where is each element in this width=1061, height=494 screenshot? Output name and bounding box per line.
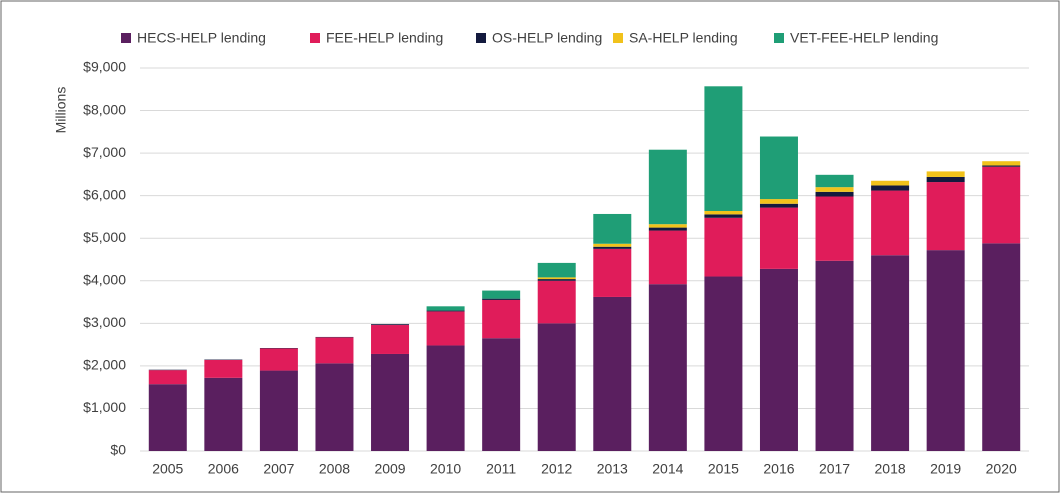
- bar-segment: [537, 277, 576, 280]
- y-tick-label: $6,000: [83, 186, 126, 202]
- legend-swatch: [613, 33, 623, 43]
- y-tick-label: $4,000: [83, 271, 126, 287]
- bar-segment: [426, 310, 465, 312]
- legend-label: OS-HELP lending: [492, 30, 602, 46]
- y-tick-label: $2,000: [83, 357, 126, 373]
- bar-segment: [537, 280, 576, 324]
- bar-segment: [926, 171, 965, 177]
- y-tick-label: $7,000: [83, 144, 126, 160]
- bar-segment: [759, 203, 798, 208]
- bar-segment: [759, 268, 798, 451]
- bar-segment: [315, 363, 354, 451]
- legend-label: SA-HELP lending: [629, 30, 738, 46]
- x-tick-label: 2015: [708, 461, 739, 477]
- legend-label: FEE-HELP lending: [326, 30, 443, 46]
- bar-segment: [593, 243, 632, 247]
- bar-segment: [593, 248, 632, 297]
- legend-label: HECS-HELP lending: [137, 30, 266, 46]
- bar-segment: [704, 210, 743, 215]
- x-tick-label: 2009: [374, 461, 405, 477]
- bar-segment: [259, 348, 298, 371]
- legend-label: VET-FEE-HELP lending: [790, 30, 938, 46]
- bar-segment: [704, 214, 743, 218]
- bar-segment: [871, 180, 910, 186]
- bar-segment: [815, 187, 854, 192]
- bar-segment: [426, 345, 465, 451]
- bar-segment: [148, 384, 187, 451]
- x-tick-label: 2013: [597, 461, 628, 477]
- y-tick-label: $3,000: [83, 314, 126, 330]
- bar-segment: [259, 370, 298, 451]
- bar-segment: [371, 325, 410, 354]
- bar-segment: [593, 296, 632, 451]
- bar-segment: [982, 166, 1021, 244]
- x-tick-label: 2007: [263, 461, 294, 477]
- y-tick-label: $0: [110, 442, 126, 458]
- bar-segment: [482, 338, 521, 451]
- bar-segment: [648, 230, 687, 285]
- bar-segment: [982, 165, 1021, 167]
- x-tick-label: 2016: [763, 461, 794, 477]
- bar-segment: [204, 377, 243, 451]
- y-tick-label: $1,000: [83, 399, 126, 415]
- bar-segment: [593, 246, 632, 249]
- x-tick-label: 2012: [541, 461, 572, 477]
- legend-swatch: [476, 33, 486, 43]
- bar-segment: [426, 311, 465, 346]
- bar-segment: [204, 359, 243, 378]
- x-tick-label: 2017: [819, 461, 850, 477]
- x-tick-label: 2011: [486, 461, 516, 477]
- bar-segment: [537, 262, 576, 278]
- bar-segment: [148, 370, 187, 385]
- bar-segment: [704, 217, 743, 277]
- bar-segment: [482, 298, 521, 300]
- bar-segment: [704, 276, 743, 451]
- bar-segment: [815, 196, 854, 261]
- bar-segment: [371, 324, 410, 326]
- y-tick-label: $8,000: [83, 101, 126, 117]
- bar-segment: [926, 182, 965, 251]
- bar-segment: [315, 337, 354, 364]
- bar-segment: [537, 279, 576, 281]
- legend-swatch: [310, 33, 320, 43]
- bar-segment: [926, 250, 965, 451]
- x-tick-label: 2010: [430, 461, 461, 477]
- legend-swatch: [121, 33, 131, 43]
- bar-segment: [926, 176, 965, 183]
- bar-segment: [593, 213, 632, 244]
- bar-segment: [982, 161, 1021, 166]
- bar-segment: [871, 190, 910, 256]
- x-tick-label: 2005: [152, 461, 183, 477]
- x-tick-label: 2008: [319, 461, 350, 477]
- bar-segment: [982, 243, 1021, 451]
- bar-segment: [815, 260, 854, 451]
- legend-swatch: [774, 33, 784, 43]
- bar-segment: [537, 323, 576, 451]
- bar-segment: [815, 174, 854, 188]
- bar-segment: [371, 353, 410, 451]
- y-axis-label: Millions: [53, 87, 69, 134]
- y-tick-label: $9,000: [83, 59, 126, 75]
- bar-segment: [482, 299, 521, 339]
- bar-segment: [426, 306, 465, 311]
- bar-segment: [759, 136, 798, 200]
- bar-segment: [648, 224, 687, 228]
- x-tick-label: 2006: [208, 461, 239, 477]
- x-tick-label: 2018: [875, 461, 906, 477]
- bar-segment: [759, 199, 798, 204]
- bar-segment: [759, 207, 798, 269]
- bar-segment: [704, 86, 743, 211]
- x-tick-label: 2019: [930, 461, 961, 477]
- x-tick-label: 2020: [986, 461, 1017, 477]
- bar-segment: [648, 227, 687, 231]
- bar-segment: [871, 185, 910, 191]
- bar-segment: [871, 255, 910, 451]
- y-tick-label: $5,000: [83, 229, 126, 245]
- bar-segment: [648, 149, 687, 225]
- x-tick-label: 2014: [652, 461, 683, 477]
- bar-segment: [482, 290, 521, 299]
- bar-segment: [815, 191, 854, 197]
- bar-segment: [648, 284, 687, 451]
